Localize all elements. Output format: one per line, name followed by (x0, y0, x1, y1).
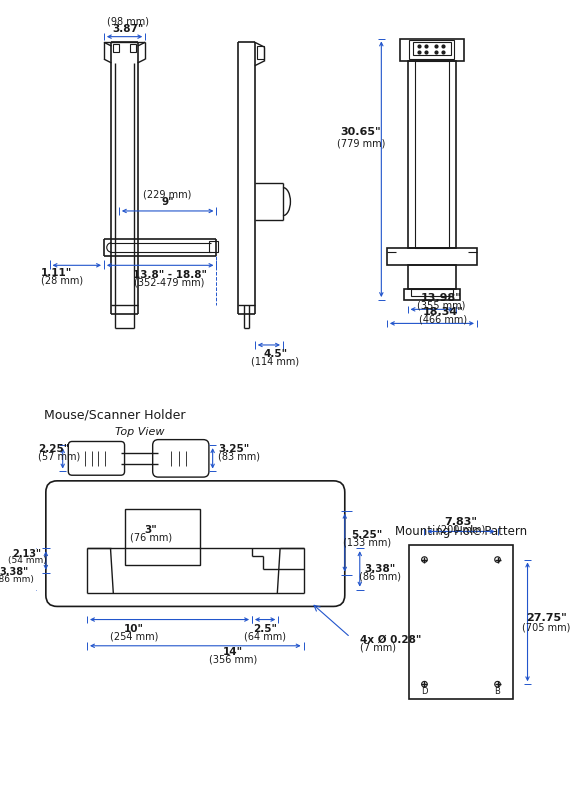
Text: (352-479 mm): (352-479 mm) (135, 277, 205, 287)
Text: 3.25": 3.25" (218, 444, 249, 454)
Text: (705 mm): (705 mm) (522, 623, 571, 633)
Text: 2.25": 2.25" (38, 444, 70, 454)
Text: 30.65": 30.65" (340, 127, 381, 137)
Bar (113, 44, 119, 52)
Text: (7 mm): (7 mm) (360, 643, 396, 652)
Text: 13.8" - 18.8": 13.8" - 18.8" (133, 270, 206, 279)
Text: (57 mm): (57 mm) (38, 451, 81, 462)
Text: 9": 9" (161, 196, 174, 206)
Text: 3.38": 3.38" (365, 564, 396, 574)
Text: (254 mm): (254 mm) (110, 631, 158, 641)
Text: (133 mm): (133 mm) (343, 538, 392, 548)
Bar (125, 509, 200, 565)
Text: 27.75": 27.75" (526, 613, 567, 623)
Text: (86 mm): (86 mm) (0, 575, 34, 584)
Text: 5.25": 5.25" (351, 530, 383, 540)
Bar (409, 545, 513, 699)
Text: 18.34": 18.34" (423, 307, 463, 317)
Text: (356 mm): (356 mm) (209, 655, 257, 665)
Text: (200 mm): (200 mm) (437, 524, 485, 535)
Text: Mouse/Scanner Holder: Mouse/Scanner Holder (44, 409, 186, 422)
Text: 7.83": 7.83" (444, 517, 477, 527)
Bar (408, 61, 456, 248)
Text: 10": 10" (124, 624, 144, 634)
Text: 2.5": 2.5" (253, 624, 277, 634)
Text: 4.5": 4.5" (263, 349, 288, 360)
Bar (409, 40, 454, 59)
Text: 3.87": 3.87" (113, 24, 144, 35)
Text: (64 mm): (64 mm) (244, 631, 286, 641)
Text: 14": 14" (223, 648, 243, 657)
Text: (466 mm): (466 mm) (419, 315, 467, 325)
Text: Top View: Top View (115, 427, 164, 437)
Bar (257, 46, 264, 59)
Text: 1.11": 1.11" (41, 268, 72, 278)
Text: 3": 3" (144, 524, 157, 535)
Bar (408, 265, 456, 289)
Text: (28 mm): (28 mm) (41, 276, 84, 285)
Bar (209, 241, 218, 252)
Text: (83 mm): (83 mm) (218, 451, 260, 462)
Text: (76 mm): (76 mm) (130, 532, 172, 542)
Text: (355 mm): (355 mm) (417, 301, 466, 311)
Text: 2.13": 2.13" (13, 549, 42, 559)
Bar (413, 42, 451, 56)
Text: (779 mm): (779 mm) (336, 138, 385, 148)
Text: B: B (495, 687, 501, 696)
Text: 13.98": 13.98" (421, 293, 462, 303)
Text: (229 mm): (229 mm) (143, 189, 192, 199)
Text: D: D (421, 687, 427, 696)
Bar (130, 44, 136, 52)
Bar (400, 38, 464, 61)
Bar (404, 289, 460, 300)
Text: (54 mm): (54 mm) (8, 556, 46, 565)
Bar (411, 289, 452, 296)
Text: (114 mm): (114 mm) (251, 357, 299, 367)
Bar (387, 248, 477, 265)
Bar (415, 61, 449, 248)
Text: 4x Ø 0.28": 4x Ø 0.28" (360, 635, 421, 645)
Text: 3.38": 3.38" (0, 567, 28, 577)
Text: (86 mm): (86 mm) (360, 571, 401, 582)
Text: Mounting Hole Pattern: Mounting Hole Pattern (395, 525, 527, 538)
Text: (98 mm): (98 mm) (107, 16, 149, 27)
